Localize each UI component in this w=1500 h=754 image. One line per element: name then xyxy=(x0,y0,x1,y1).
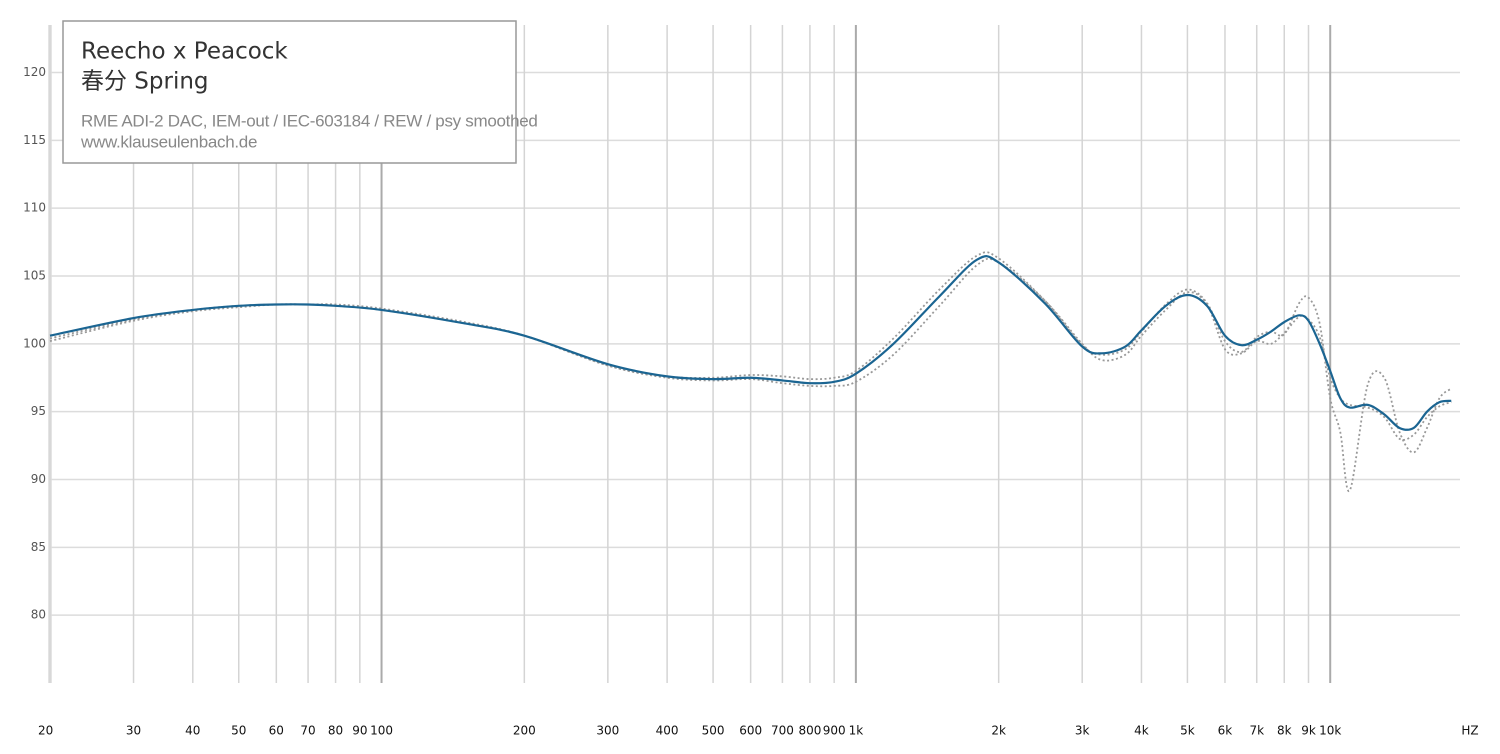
x-tick-label: 50 xyxy=(231,724,246,738)
x-tick-label: 200 xyxy=(513,724,536,738)
x-tick-label: 100 xyxy=(370,724,393,738)
legend-frame xyxy=(62,20,517,164)
x-tick-label: 3k xyxy=(1075,724,1090,738)
x-tick-label: 7k xyxy=(1249,724,1264,738)
chart-title: Reecho x Peacock xyxy=(81,39,288,65)
y-tick-label: 85 xyxy=(31,540,46,554)
curves xyxy=(49,251,1452,492)
y-tick-label: 115 xyxy=(23,133,46,147)
y-tick-label: 95 xyxy=(31,404,46,418)
x-tick-label: 70 xyxy=(300,724,315,738)
x-tick-label: 800 xyxy=(798,724,821,738)
x-tick-label: 80 xyxy=(328,724,343,738)
x-tick-label: 60 xyxy=(269,724,284,738)
x-tick-label: 5k xyxy=(1180,724,1195,738)
x-tick-label: 8k xyxy=(1277,724,1292,738)
x-tick-label: 90 xyxy=(352,724,367,738)
fr-curve xyxy=(49,255,1452,431)
x-axis-label: HZ xyxy=(1461,724,1478,738)
y-tick-label: 110 xyxy=(23,201,46,215)
y-tick-label: 120 xyxy=(23,65,46,79)
x-tick-label: 9k xyxy=(1301,724,1316,738)
annotation: www.klauseulenbach.de xyxy=(80,132,257,151)
y-tick-label: 90 xyxy=(31,472,46,486)
x-tick-label: 2k xyxy=(991,724,1006,738)
x-tick-label: 600 xyxy=(739,724,762,738)
x-tick-label: 4k xyxy=(1134,724,1149,738)
x-tick-label: 300 xyxy=(596,724,619,738)
x-tick-label: 700 xyxy=(771,724,794,738)
x-tick-label: 20 xyxy=(38,724,53,738)
x-tick-label: 900 xyxy=(823,724,846,738)
y-tick-label: 100 xyxy=(23,336,46,350)
x-tick-label: 1k xyxy=(849,724,864,738)
y-tick-label: 105 xyxy=(23,268,46,282)
x-tick-label: 10k xyxy=(1319,724,1341,738)
x-tick-label: 500 xyxy=(702,724,725,738)
x-tick-label: 40 xyxy=(185,724,200,738)
legend-box: Reecho x Peacock 春分 Spring RME ADI-2 DAC… xyxy=(62,20,538,164)
annotation: RME ADI-2 DAC, IEM-out / IEC-603184 / RE… xyxy=(81,111,538,130)
x-tick-label: 400 xyxy=(656,724,679,738)
y-tick-label: 80 xyxy=(31,608,46,622)
chart-subtitle: 春分 Spring xyxy=(81,69,209,95)
x-tick-label: 30 xyxy=(126,724,141,738)
x-tick-label: 6k xyxy=(1218,724,1233,738)
